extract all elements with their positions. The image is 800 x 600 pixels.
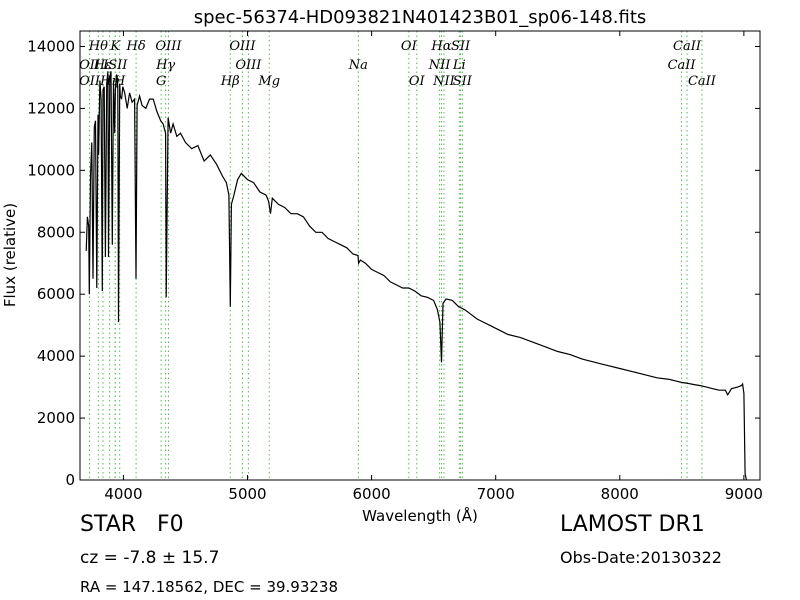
line-marker-label-16: Li (452, 58, 466, 73)
line-marker-label-4: OIII (229, 39, 256, 54)
line-marker-label-1: K (109, 39, 121, 54)
line-marker-label-13: OIII (235, 58, 262, 73)
y-axis-label: Flux (relative) (1, 203, 19, 307)
line-marker-label-10: Hε (93, 58, 112, 73)
y-tick-label-7: 14000 (27, 37, 75, 55)
line-marker-label-9: OII (79, 58, 101, 73)
object-subclass-value: F0 (157, 512, 184, 537)
line-marker-label-2: Hδ (126, 39, 146, 54)
x-tick-label-0: 4000 (104, 485, 142, 503)
line-marker-label-11: ISII (102, 58, 128, 73)
line-marker-label-7: SII (451, 39, 471, 54)
line-marker-label-12: Hγ (155, 58, 175, 73)
y-tick-label-6: 12000 (27, 99, 75, 117)
line-marker-label-15: NII (428, 58, 452, 73)
x-tick-label-4: 8000 (601, 485, 639, 503)
spectral-line-markers (89, 31, 703, 480)
x-tick-label-1: 5000 (228, 485, 266, 503)
redshift-text: cz = -7.8 ± 15.7 (80, 548, 220, 568)
coordinates-text: RA = 147.18562, DEC = 39.93238 (80, 578, 339, 596)
object-class: STAR F0 (80, 512, 184, 537)
line-marker-label-6: Hα (430, 39, 451, 54)
y-tick-label-4: 8000 (37, 223, 75, 241)
y-tick-label-1: 2000 (37, 409, 75, 427)
line-marker-label-8: CaII (673, 39, 702, 54)
line-marker-label-25: NII (432, 74, 456, 89)
spectrum-series-line (85, 71, 747, 481)
chart-title: spec-56374-HD093821N401423B01_sp06-148.f… (194, 7, 647, 28)
line-marker-label-18: OII (79, 74, 101, 89)
line-marker-label-5: OI (401, 39, 418, 54)
y-tick-label-0: 0 (65, 471, 75, 489)
y-axis-ticks: 0 2000 4000 6000 8000 10000 12000 14000 (27, 37, 760, 489)
x-axis-ticks: 4000 5000 6000 7000 8000 9000 (104, 31, 763, 503)
x-tick-label-3: 7000 (477, 485, 515, 503)
y-tick-label-3: 6000 (37, 285, 75, 303)
line-marker-label-0: Hθ (88, 39, 108, 54)
line-marker-label-22: Hβ (220, 74, 240, 89)
line-marker-label-14: Na (348, 58, 368, 73)
line-marker-label-26: SII (453, 74, 473, 89)
line-marker-label-24: OI (409, 74, 426, 89)
line-marker-label-3: OIII (155, 39, 182, 54)
observation-date: Obs-Date:20130322 (560, 548, 722, 567)
plot-frame (79, 30, 761, 481)
y-tick-label-5: 10000 (27, 161, 75, 179)
line-marker-label-17: CaII (668, 58, 697, 73)
x-tick-label-5: 9000 (725, 485, 763, 503)
line-marker-label-21: G (156, 74, 166, 89)
x-tick-label-2: 6000 (353, 485, 391, 503)
object-class-value: STAR (80, 512, 137, 537)
survey-name: LAMOST DR1 (560, 512, 705, 537)
x-axis-label: Wavelength (Å) (362, 506, 478, 525)
line-marker-label-23: Mg (257, 74, 280, 89)
line-marker-label-27: CaII (688, 74, 717, 89)
y-tick-label-2: 4000 (37, 347, 75, 365)
